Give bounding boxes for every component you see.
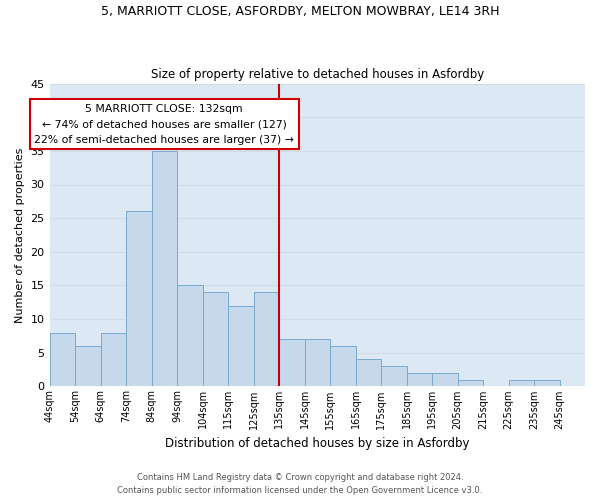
Bar: [381, 366, 407, 386]
Bar: [50, 332, 75, 386]
X-axis label: Distribution of detached houses by size in Asfordby: Distribution of detached houses by size …: [165, 437, 470, 450]
Bar: [152, 151, 177, 386]
Bar: [126, 212, 152, 386]
Bar: [330, 346, 356, 387]
Bar: [101, 332, 126, 386]
Bar: [254, 292, 279, 386]
Bar: [509, 380, 534, 386]
Bar: [534, 380, 560, 386]
Text: 5 MARRIOTT CLOSE: 132sqm
← 74% of detached houses are smaller (127)
22% of semi-: 5 MARRIOTT CLOSE: 132sqm ← 74% of detach…: [34, 104, 294, 145]
Title: Size of property relative to detached houses in Asfordby: Size of property relative to detached ho…: [151, 68, 484, 81]
Bar: [203, 292, 228, 386]
Bar: [356, 360, 381, 386]
Bar: [305, 340, 330, 386]
Bar: [177, 286, 203, 386]
Bar: [279, 340, 305, 386]
Bar: [228, 306, 254, 386]
Bar: [458, 380, 483, 386]
Bar: [75, 346, 101, 387]
Text: 5, MARRIOTT CLOSE, ASFORDBY, MELTON MOWBRAY, LE14 3RH: 5, MARRIOTT CLOSE, ASFORDBY, MELTON MOWB…: [101, 5, 499, 18]
Bar: [407, 373, 432, 386]
Text: Contains HM Land Registry data © Crown copyright and database right 2024.
Contai: Contains HM Land Registry data © Crown c…: [118, 474, 482, 495]
Y-axis label: Number of detached properties: Number of detached properties: [15, 148, 25, 322]
Bar: [432, 373, 458, 386]
